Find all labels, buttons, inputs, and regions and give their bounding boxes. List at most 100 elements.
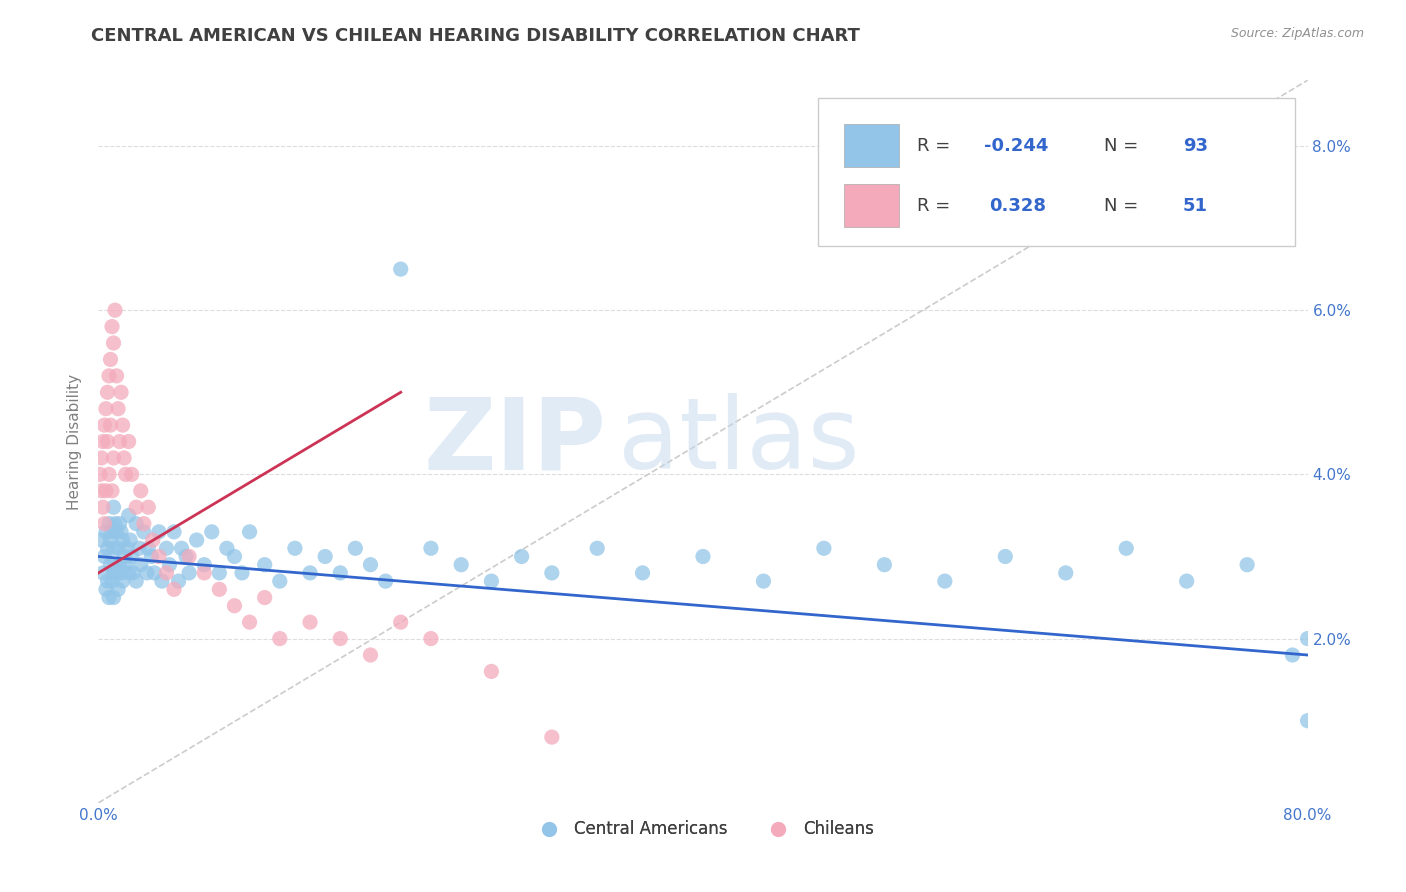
Point (103, 566, 125, 580)
Point (481, 665, 503, 679)
Point (94, 401, 117, 416)
Point (100, 558, 122, 572)
Point (107, 541, 129, 556)
Point (420, 632, 443, 646)
Point (129, 558, 152, 572)
FancyBboxPatch shape (818, 98, 1295, 246)
Point (873, 558, 896, 572)
Point (122, 566, 145, 580)
Point (1236, 558, 1258, 572)
Point (132, 524, 155, 539)
Point (201, 524, 224, 539)
Text: 51: 51 (1182, 197, 1208, 215)
Point (108, 434, 131, 449)
Point (94, 582, 117, 597)
Point (692, 549, 714, 564)
Point (125, 500, 148, 515)
Point (389, 615, 412, 630)
Point (994, 549, 1017, 564)
Point (215, 541, 238, 556)
Point (141, 549, 163, 564)
Point (1115, 541, 1137, 556)
Point (129, 483, 152, 498)
Point (111, 574, 134, 588)
Point (89, 467, 111, 482)
Point (179, 566, 201, 580)
Point (121, 467, 143, 482)
Point (193, 566, 215, 580)
Point (269, 632, 291, 646)
Point (112, 549, 135, 564)
Point (103, 336, 125, 351)
Point (103, 591, 125, 605)
Text: N =: N = (1105, 136, 1144, 154)
Point (107, 401, 129, 416)
Point (314, 549, 336, 564)
Point (118, 508, 141, 523)
Point (150, 574, 173, 588)
Text: Source: ZipAtlas.com: Source: ZipAtlas.com (1230, 27, 1364, 40)
Point (96, 434, 118, 449)
Point (1175, 574, 1198, 588)
Point (239, 524, 262, 539)
Point (118, 566, 141, 580)
Point (94, 524, 117, 539)
Point (208, 582, 231, 597)
Point (239, 615, 262, 630)
Point (510, 549, 533, 564)
Point (193, 558, 215, 572)
Point (104, 558, 127, 572)
Point (360, 648, 382, 662)
Point (540, 566, 562, 580)
Point (98, 591, 121, 605)
Point (299, 615, 322, 630)
Point (104, 303, 127, 318)
Point (142, 533, 165, 547)
Point (96, 541, 118, 556)
Point (100, 533, 122, 547)
Point (91, 566, 114, 580)
Point (112, 450, 135, 465)
Point (155, 541, 177, 556)
Point (360, 558, 382, 572)
Point (125, 516, 148, 531)
Point (121, 549, 143, 564)
Point (110, 566, 132, 580)
Point (186, 533, 208, 547)
Point (813, 541, 835, 556)
Point (167, 574, 190, 588)
Text: 0.328: 0.328 (990, 197, 1046, 215)
Point (344, 541, 367, 556)
Point (170, 541, 193, 556)
Point (110, 524, 132, 539)
Point (110, 385, 132, 400)
Text: R =: R = (917, 197, 956, 215)
Point (98, 516, 121, 531)
Point (159, 558, 181, 572)
Point (136, 500, 159, 515)
Text: CENTRAL AMERICAN VS CHILEAN HEARING DISABILITY CORRELATION CHART: CENTRAL AMERICAN VS CHILEAN HEARING DISA… (91, 27, 860, 45)
Point (208, 566, 231, 580)
Point (586, 541, 609, 556)
Point (174, 549, 197, 564)
Point (101, 524, 124, 539)
Point (101, 574, 124, 588)
FancyBboxPatch shape (845, 124, 898, 168)
Point (98, 368, 121, 383)
Point (96, 385, 118, 400)
Point (253, 591, 276, 605)
Point (163, 524, 186, 539)
Text: ZIP: ZIP (423, 393, 606, 490)
Point (104, 516, 127, 531)
Text: atlas: atlas (619, 393, 860, 490)
Point (93, 549, 115, 564)
Point (163, 582, 186, 597)
Point (108, 516, 131, 531)
Point (329, 566, 352, 580)
Point (96, 574, 118, 588)
Point (100, 418, 122, 433)
Point (90, 483, 112, 498)
Point (100, 352, 122, 367)
Text: 93: 93 (1182, 136, 1208, 154)
Point (91, 434, 114, 449)
